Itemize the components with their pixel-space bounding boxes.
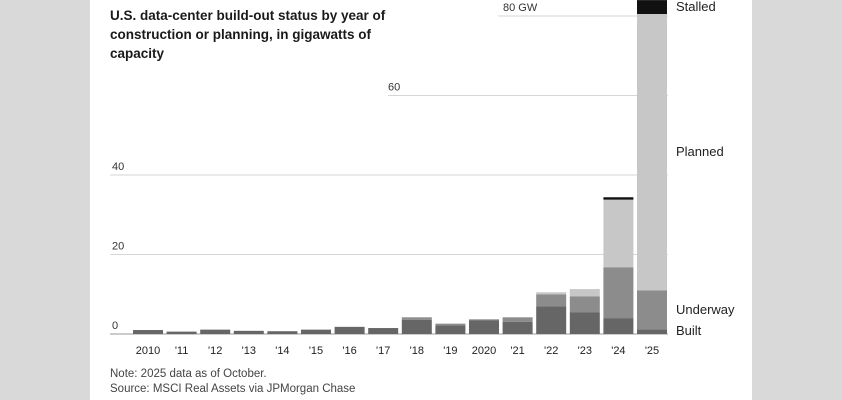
legend-label-stalled: Stalled bbox=[676, 0, 716, 14]
bar-segment-built bbox=[469, 320, 499, 334]
chart-note: Note: 2025 data as of October. bbox=[110, 368, 267, 380]
bar-segment-underway bbox=[536, 294, 567, 307]
bar-segment-planned bbox=[637, 14, 667, 291]
y-tick-label: 20 bbox=[112, 241, 124, 253]
x-tick-label: '11 bbox=[175, 345, 189, 357]
chart-panel: U.S. data-center build-out status by yea… bbox=[90, 0, 752, 400]
bar-segment-built bbox=[368, 328, 399, 334]
x-tick-label: '12 bbox=[208, 345, 222, 357]
bar-segment-built bbox=[233, 330, 264, 334]
y-tick-label: 80 GW bbox=[503, 2, 538, 14]
x-tick-label: '14 bbox=[275, 345, 289, 357]
bar-segment-built bbox=[502, 321, 533, 334]
bar-segment-underway bbox=[401, 317, 432, 320]
bar-segment-built bbox=[637, 329, 667, 334]
bar-segment-built bbox=[334, 326, 365, 334]
bar-segment-planned bbox=[569, 289, 600, 297]
y-tick-label: 40 bbox=[112, 161, 124, 173]
bar-segment-built bbox=[569, 312, 600, 334]
bar-segment-underway bbox=[502, 317, 533, 322]
x-tick-label: '21 bbox=[510, 345, 524, 357]
bar-segment-underway bbox=[469, 319, 499, 321]
x-tick-label: '15 bbox=[309, 345, 323, 357]
bar-segment-stalled bbox=[603, 197, 634, 200]
x-axis-tick-labels: 2010 '11 '12 '13 '14 '15 '16 '17 '18 '19 2020 '21 '2… bbox=[136, 345, 659, 357]
chart-title: U.S. data-center build-out status by yea… bbox=[110, 8, 386, 61]
chart-footer: Note: 2025 data as of October. Source: M… bbox=[110, 367, 355, 397]
legend: Built Underway Planned Stalled bbox=[676, 0, 735, 338]
x-tick-label: 2010 bbox=[136, 345, 160, 357]
legend-label-built: Built bbox=[676, 323, 702, 338]
x-tick-label: '19 bbox=[443, 345, 457, 357]
bar-segment-built bbox=[603, 318, 634, 334]
bar-segment-built bbox=[267, 331, 298, 334]
y-tick-label: 0 bbox=[112, 320, 118, 332]
bar-segment-underway bbox=[637, 290, 667, 330]
legend-label-planned: Planned bbox=[676, 144, 724, 159]
bar-segment-underway bbox=[435, 323, 466, 326]
bar-segment-built bbox=[301, 329, 331, 334]
bars bbox=[133, 0, 667, 334]
bar-segment-built bbox=[536, 306, 567, 334]
x-tick-label: '24 bbox=[611, 345, 625, 357]
bar-segment-built bbox=[200, 329, 231, 334]
bar-segment-underway bbox=[569, 296, 600, 313]
x-tick-label: '23 bbox=[578, 345, 592, 357]
gridlines: 0 20 40 60 80 GW bbox=[110, 2, 668, 335]
x-tick-label: '16 bbox=[342, 345, 356, 357]
bar-segment-underway bbox=[603, 267, 634, 319]
bar-segment-planned bbox=[536, 292, 567, 295]
bar-segment-built bbox=[166, 331, 197, 334]
legend-label-underway: Underway bbox=[676, 302, 735, 317]
y-tick-label: 60 bbox=[388, 82, 400, 94]
bar-segment-planned bbox=[603, 199, 634, 268]
bar-segment-stalled bbox=[637, 0, 667, 15]
x-tick-label: '17 bbox=[376, 345, 390, 357]
x-tick-label: '22 bbox=[544, 345, 558, 357]
bar-segment-built bbox=[435, 325, 466, 334]
x-tick-label: 2020 bbox=[472, 345, 496, 357]
bar-segment-built bbox=[401, 319, 432, 334]
chart-source: Source: MSCI Real Assets via JPMorgan Ch… bbox=[110, 383, 356, 395]
x-tick-label: '13 bbox=[242, 345, 256, 357]
bar-segment-built bbox=[133, 330, 163, 334]
x-tick-label: '25 bbox=[645, 345, 659, 357]
x-tick-label: '18 bbox=[410, 345, 424, 357]
stacked-bar-chart: 0 20 40 60 80 GW 2010 '11 '12 '13 '14 '15 '16 '17 '1… bbox=[110, 0, 735, 357]
